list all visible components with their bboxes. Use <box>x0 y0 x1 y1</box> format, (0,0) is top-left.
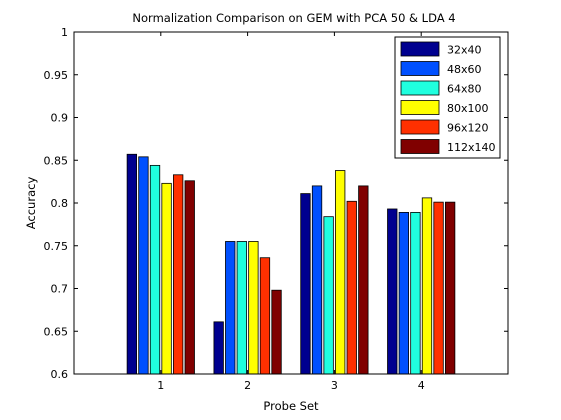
x-tick-label: 2 <box>244 379 251 392</box>
legend-label: 48x60 <box>447 63 482 76</box>
legend-label: 96x120 <box>447 122 489 135</box>
bar-112x140-probe-1 <box>184 180 195 375</box>
y-tick-label: 0.9 <box>51 112 69 125</box>
y-tick-label: 0.7 <box>51 283 69 296</box>
bar-48x60-probe-1 <box>138 156 149 375</box>
legend-swatch <box>400 100 440 115</box>
bar-112x140-probe-3 <box>358 185 369 375</box>
legend-label: 64x80 <box>447 83 482 96</box>
bar-32x40-probe-4 <box>387 208 398 375</box>
x-axis-label: Probe Set <box>263 399 319 413</box>
bar-96x120-probe-1 <box>173 174 184 375</box>
axis-ticks: 0.6 0.65 0.7 0.75 0.8 0.85 0.9 0.95 1 1 2 3 4 <box>44 26 508 392</box>
bar-48x60-probe-2 <box>225 241 236 375</box>
bar-48x60-probe-3 <box>311 185 323 375</box>
bar-64x80-probe-2 <box>236 241 247 375</box>
y-tick-label: 1 <box>61 26 68 39</box>
legend-box <box>394 36 501 159</box>
y-tick-label: 0.75 <box>44 240 69 253</box>
bar-48x60-probe-4 <box>398 211 409 375</box>
bar-96x120-probe-3 <box>346 200 357 375</box>
bar-80x100-probe-4 <box>421 197 433 375</box>
bar-80x100-probe-2 <box>248 241 259 375</box>
bar-64x80-probe-4 <box>410 211 421 375</box>
bar-96x120-probe-2 <box>259 257 271 375</box>
legend-label: 32x40 <box>447 44 482 57</box>
x-tick-label: 3 <box>331 379 338 392</box>
legend-swatch <box>400 80 440 96</box>
legend-swatch <box>400 61 440 76</box>
y-tick-label: 0.8 <box>51 197 69 210</box>
bar-112x140-probe-2 <box>271 289 282 375</box>
y-tick-label: 0.65 <box>44 325 69 338</box>
bars-group <box>126 153 456 375</box>
bar-64x80-probe-3 <box>323 216 334 375</box>
bar-64x80-probe-1 <box>149 164 161 375</box>
y-tick-label: 0.6 <box>51 368 69 381</box>
legend-label: 112x140 <box>447 141 496 154</box>
y-tick-label: 0.85 <box>44 154 69 167</box>
bar-80x100-probe-1 <box>161 182 172 375</box>
y-tick-label: 0.95 <box>44 69 69 82</box>
legend-swatch <box>400 119 440 135</box>
x-tick-label: 1 <box>157 379 164 392</box>
legend-swatch <box>400 41 440 57</box>
bar-32x40-probe-3 <box>300 193 311 375</box>
bar-32x40-probe-1 <box>126 153 138 375</box>
x-tick-label: 4 <box>418 379 425 392</box>
chart-title: Normalization Comparison on GEM with PCA… <box>132 11 455 25</box>
bar-112x140-probe-4 <box>444 201 456 375</box>
bar-80x100-probe-3 <box>335 170 346 375</box>
legend-swatch <box>400 139 440 154</box>
legend-label: 80x100 <box>447 102 489 115</box>
bar-32x40-probe-2 <box>213 321 224 375</box>
bar-96x120-probe-4 <box>433 201 444 375</box>
y-axis-label: Accuracy <box>24 177 38 230</box>
legend: 32x40 48x60 64x80 80x100 96x120 112x140 <box>394 36 501 159</box>
